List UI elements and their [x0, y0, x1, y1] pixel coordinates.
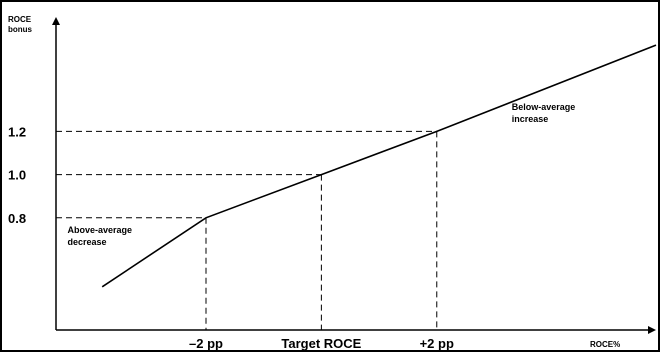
annotation-text: increase — [512, 114, 549, 124]
y-tick-label: 1.0 — [8, 168, 26, 183]
y-tick-label: 1.2 — [8, 124, 26, 139]
x-axis-title: ROCE% — [590, 340, 620, 349]
x-tick-label: +2 pp — [420, 336, 454, 351]
x-tick-label: Target ROCE — [281, 336, 361, 351]
annotations: Above-average decrease Below-average increa… — [68, 102, 576, 247]
annotation-text: decrease — [68, 237, 107, 247]
y-axis-title-line-2: bonus — [8, 25, 33, 34]
x-axis-arrow — [648, 326, 656, 334]
y-axis-title-line-1: ROCE — [8, 15, 32, 24]
series-line — [101, 44, 657, 288]
annotation-text: Below-average — [512, 102, 576, 112]
guide-lines — [56, 130, 438, 330]
y-axis-arrow — [52, 17, 60, 25]
y-tick-labels: 1.2 1.0 0.8 — [8, 124, 26, 225]
x-tick-label: –2 pp — [189, 336, 223, 351]
annotation-text: Above-average — [68, 225, 133, 235]
x-tick-labels: –2 pp Target ROCE +2 pp — [189, 336, 454, 351]
y-tick-label: 0.8 — [8, 211, 26, 226]
